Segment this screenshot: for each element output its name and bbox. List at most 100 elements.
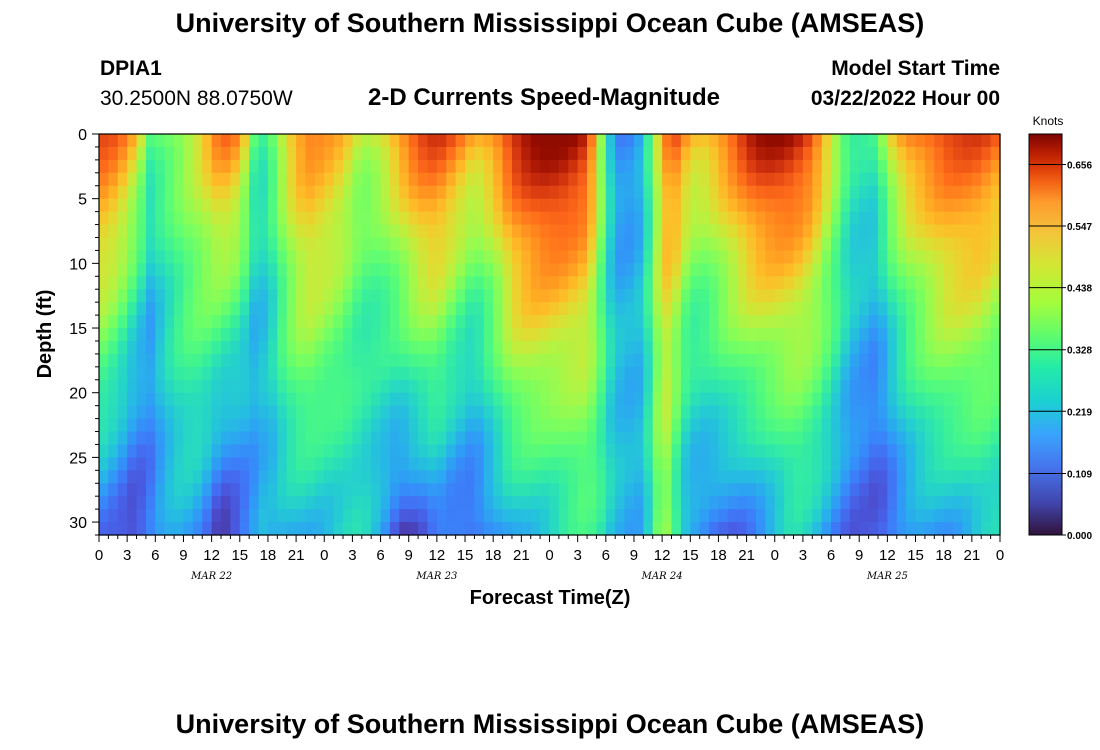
heatmap-cell xyxy=(690,185,701,200)
heatmap-cell xyxy=(896,302,907,316)
heatmap-cell xyxy=(343,418,354,433)
heatmap-cell xyxy=(981,496,992,510)
heatmap-cell xyxy=(296,522,307,536)
heatmap-cell xyxy=(427,224,438,239)
heatmap-cell xyxy=(690,444,701,458)
heatmap-cell xyxy=(183,328,194,342)
heatmap-cell xyxy=(934,483,945,497)
heatmap-cell xyxy=(446,237,457,252)
heatmap-cell xyxy=(371,431,382,446)
heatmap-cell xyxy=(549,276,560,290)
heatmap-cell xyxy=(399,172,410,187)
heatmap-cell xyxy=(530,470,541,484)
heatmap-cell xyxy=(746,457,757,471)
heatmap-cell xyxy=(436,496,447,510)
heatmap-cell xyxy=(596,185,607,200)
heatmap-cell xyxy=(389,302,400,316)
heatmap-cell xyxy=(296,211,307,226)
heatmap-cell xyxy=(155,211,166,226)
heatmap-cell xyxy=(802,302,813,316)
heatmap-cell xyxy=(352,366,363,381)
heatmap-cell xyxy=(699,302,710,316)
heatmap-cell xyxy=(455,405,466,420)
colorbar-unit-label: Knots xyxy=(1033,114,1064,128)
heatmap-cell xyxy=(981,159,992,174)
heatmap-cell xyxy=(971,159,982,174)
heatmap-cell xyxy=(258,405,269,420)
heatmap-cell xyxy=(765,366,776,381)
heatmap-cell xyxy=(859,302,870,316)
heatmap-cell xyxy=(117,353,128,368)
heatmap-cell xyxy=(680,392,691,407)
heatmap-cell xyxy=(727,340,738,355)
heatmap-cell xyxy=(802,340,813,355)
heatmap-cell xyxy=(174,185,185,200)
heatmap-cell xyxy=(718,172,729,187)
heatmap-cell xyxy=(680,457,691,471)
heatmap-cell xyxy=(568,289,579,303)
heatmap-cell xyxy=(690,134,701,148)
heatmap-cell xyxy=(615,392,626,407)
heatmap-cell xyxy=(343,392,354,407)
heatmap-cell xyxy=(887,340,898,355)
heatmap-cell xyxy=(896,418,907,433)
heatmap-cell xyxy=(943,431,954,446)
heatmap-cell xyxy=(840,302,851,316)
heatmap-cell xyxy=(746,340,757,355)
x-tick-label: 18 xyxy=(260,547,277,564)
heatmap-cell xyxy=(849,211,860,226)
heatmap-cell xyxy=(887,276,898,290)
heatmap-cell xyxy=(680,289,691,303)
heatmap-cell xyxy=(493,444,504,458)
heatmap-cell xyxy=(239,237,250,252)
heatmap-cell xyxy=(831,483,842,497)
heatmap-cell xyxy=(371,134,382,148)
heatmap-cell xyxy=(840,289,851,303)
heatmap-cell xyxy=(136,509,147,523)
heatmap-cell xyxy=(877,457,888,471)
heatmap-cell xyxy=(568,224,579,239)
heatmap-cell xyxy=(802,159,813,174)
heatmap-cell xyxy=(802,431,813,446)
heatmap-cell xyxy=(155,522,166,536)
heatmap-cell xyxy=(127,185,138,200)
heatmap-cell xyxy=(427,522,438,536)
heatmap-cell xyxy=(877,302,888,316)
heatmap-cell xyxy=(380,431,391,446)
heatmap-cell xyxy=(155,328,166,342)
heatmap-cell xyxy=(671,444,682,458)
heatmap-cell xyxy=(474,263,485,277)
heatmap-cell xyxy=(840,198,851,213)
heatmap-cell xyxy=(540,185,551,200)
heatmap-cell xyxy=(690,340,701,355)
heatmap-cell xyxy=(127,353,138,368)
heatmap-cell xyxy=(258,444,269,458)
heatmap-cell xyxy=(343,302,354,316)
colorbar-tick-label: 0.219 xyxy=(1067,407,1092,418)
heatmap-cell xyxy=(896,211,907,226)
heatmap-cell xyxy=(399,224,410,239)
heatmap-cell xyxy=(953,379,964,394)
heatmap-cell xyxy=(239,263,250,277)
heatmap-cell xyxy=(840,405,851,420)
heatmap-cell xyxy=(155,470,166,484)
heatmap-cell xyxy=(239,159,250,174)
heatmap-cell xyxy=(314,172,325,187)
heatmap-cell xyxy=(887,250,898,264)
heatmap-cell xyxy=(671,263,682,277)
heatmap-cell xyxy=(859,405,870,420)
heatmap-cell xyxy=(502,522,513,536)
heatmap-cell xyxy=(202,366,213,381)
heatmap-cell xyxy=(502,431,513,446)
heatmap-cell xyxy=(286,509,297,523)
heatmap-cell xyxy=(896,340,907,355)
heatmap-cell xyxy=(915,289,926,303)
heatmap-cell xyxy=(568,431,579,446)
heatmap-cell xyxy=(680,353,691,368)
heatmap-cell xyxy=(333,315,344,329)
heatmap-cell xyxy=(389,198,400,213)
heatmap-cell xyxy=(765,444,776,458)
heatmap-cell xyxy=(305,483,316,497)
heatmap-cell xyxy=(145,198,156,213)
heatmap-cell xyxy=(380,405,391,420)
